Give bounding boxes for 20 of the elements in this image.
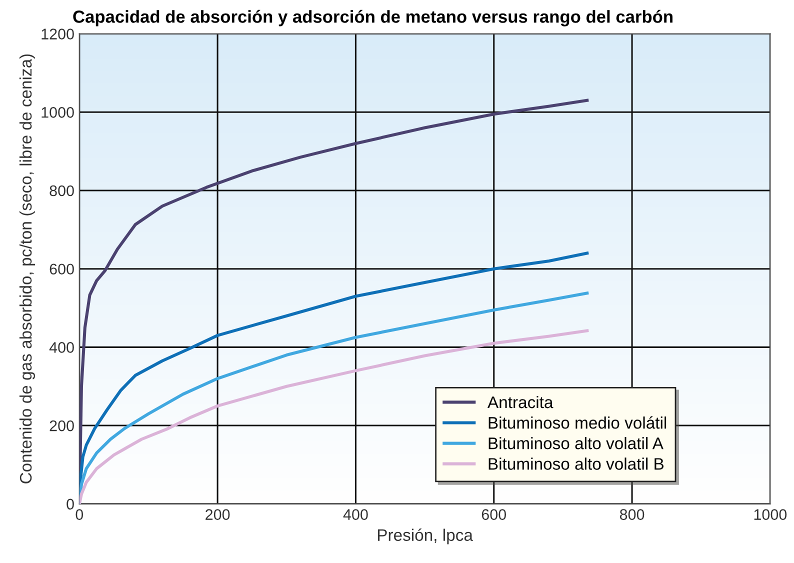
x-tick-label: 0: [76, 509, 84, 520]
x-tick-label: 400: [343, 509, 368, 520]
y-tick-label: 600: [50, 264, 74, 275]
y-tick-label: 800: [50, 185, 74, 196]
x-tick-label: 600: [482, 509, 506, 520]
x-tick-label: 1000: [754, 509, 787, 520]
legend-label: Bituminoso medio volátil: [488, 416, 666, 429]
x-tick-label: 200: [206, 509, 230, 520]
y-axis-title: Contenido de gas absorbido, pc/ton (seco, libre de ceniza): [19, 54, 35, 484]
x-axis-title: Presión, lpca: [378, 528, 473, 544]
legend-label: Bituminoso alto volatil B: [488, 458, 664, 470]
y-tick-label: 0: [66, 498, 74, 510]
legend-label: Antracita: [487, 396, 554, 408]
y-tick-label: 1200: [42, 28, 74, 40]
y-tick-label: 400: [49, 342, 74, 353]
y-tick-label: 1000: [42, 107, 74, 118]
legend-label: Bituminoso alto volatil A: [488, 437, 664, 450]
x-tick-label: 800: [620, 509, 644, 520]
chart-title: Capacidad de absorción y adsorción de metano versus rango del carbón: [73, 10, 672, 26]
y-tick-label: 200: [50, 420, 74, 432]
